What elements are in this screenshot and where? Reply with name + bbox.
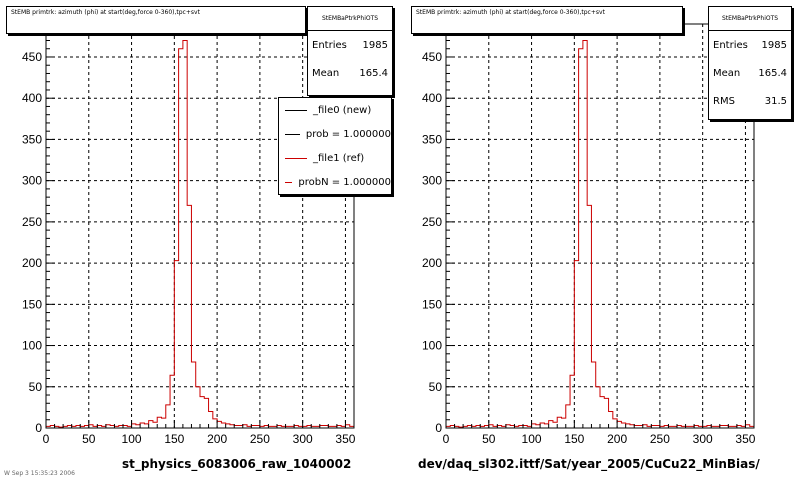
y-tick-label: 50 <box>29 380 43 394</box>
legend-entry: _file1 (ref) <box>279 146 391 170</box>
y-tick-label: 450 <box>22 50 42 64</box>
y-tick-label: 150 <box>422 297 442 311</box>
left-stats-row-entries: Entries 1985 <box>308 31 392 59</box>
legend-label: probN = 1.000000 <box>298 176 391 188</box>
x-tick-label: 0 <box>43 432 50 446</box>
x-tick-label: 150 <box>564 432 584 446</box>
left-title-text: StEMB primtrk: azimuth (phi) at start(de… <box>11 9 200 16</box>
right-histogram-plot: 0 50 100 150 200 250 300 350 0 50 100 150 200 250 300 3… <box>422 23 756 446</box>
right-title-text: StEMB primtrk: azimuth (phi) at start(de… <box>416 9 605 16</box>
x-tick-label: 200 <box>207 432 227 446</box>
left-histogram-panel: 0 50 100 150 200 250 300 350 0 50 100 150 200 250 300 3… <box>6 6 393 471</box>
x-tick-label: 100 <box>122 432 142 446</box>
stats-value: 165.4 <box>359 67 388 79</box>
left-x-axis-title: st_physics_6083006_raw_1040002 <box>122 457 352 471</box>
y-tick-label: 450 <box>422 50 442 64</box>
x-tick-label: 50 <box>482 432 496 446</box>
legend-label: prob = 1.000000 <box>305 128 391 140</box>
right-stats-row-rms: RMS 31.5 <box>709 87 791 115</box>
stats-label: Mean <box>312 67 340 79</box>
stats-value: 165.4 <box>758 67 787 79</box>
y-tick-label: 350 <box>22 132 42 146</box>
y-tick-label: 0 <box>435 421 442 435</box>
histogram-series-line <box>445 39 755 428</box>
legend-entry: _file0 (new) <box>279 98 391 122</box>
legend-swatch <box>285 109 307 111</box>
footer-timestamp: W Sep 3 15:35:23 2006 <box>4 470 75 477</box>
right-stats-row-mean: Mean 165.4 <box>709 59 791 87</box>
legend-swatch <box>285 157 307 159</box>
x-tick-label: 300 <box>293 432 313 446</box>
y-tick-label: 50 <box>429 380 443 394</box>
right-stats-row-entries: Entries 1985 <box>709 31 791 59</box>
x-tick-label: 350 <box>735 432 755 446</box>
left-stats-name: StEMBaPtrkPhiOTS <box>308 7 392 31</box>
x-tick-label: 300 <box>693 432 713 446</box>
y-tick-label: 200 <box>422 256 442 270</box>
left-histogram-plot: 0 50 100 150 200 250 300 350 0 50 100 150 200 250 300 3… <box>22 23 356 446</box>
stats-value: 1985 <box>761 39 787 51</box>
left-legend: _file0 (new) prob = 1.000000 _file1 (ref… <box>278 97 392 195</box>
x-tick-label: 50 <box>82 432 96 446</box>
histogram-series-line <box>45 39 355 428</box>
legend-swatch <box>285 133 300 135</box>
y-tick-label: 300 <box>422 174 442 188</box>
y-tick-label: 300 <box>22 174 42 188</box>
stats-value: 1985 <box>362 39 388 51</box>
right-histogram-title: StEMB primtrk: azimuth (phi) at start(de… <box>411 6 683 34</box>
x-tick-label: 0 <box>443 432 450 446</box>
x-tick-label: 200 <box>607 432 627 446</box>
left-stats-box: StEMBaPtrkPhiOTS Entries 1985 Mean 165.4 <box>307 6 393 96</box>
y-tick-label: 400 <box>22 91 42 105</box>
left-histogram-title: StEMB primtrk: azimuth (phi) at start(de… <box>6 6 306 34</box>
stats-label: Mean <box>713 67 741 79</box>
y-tick-label: 250 <box>22 215 42 229</box>
y-tick-label: 200 <box>22 256 42 270</box>
x-tick-label: 150 <box>164 432 184 446</box>
stats-label: Entries <box>312 39 347 51</box>
stats-label: Entries <box>713 39 748 51</box>
y-tick-label: 400 <box>422 91 442 105</box>
legend-label: _file1 (ref) <box>313 152 365 164</box>
stats-value: 31.5 <box>764 95 787 107</box>
x-tick-label: 350 <box>335 432 355 446</box>
y-tick-label: 100 <box>422 339 442 353</box>
right-stats-name: StEMBaPtrkPhiOTS <box>709 7 791 31</box>
y-tick-label: 250 <box>422 215 442 229</box>
x-tick-label: 250 <box>250 432 270 446</box>
y-tick-label: 100 <box>22 339 42 353</box>
x-tick-label: 100 <box>522 432 542 446</box>
legend-swatch <box>285 181 293 183</box>
legend-entry: probN = 1.000000 <box>279 170 391 194</box>
right-x-axis-title: dev/daq_sl302.ittf/Sat/year_2005/CuCu22_… <box>418 457 760 471</box>
x-tick-label: 250 <box>650 432 670 446</box>
left-stats-row-mean: Mean 165.4 <box>308 59 392 87</box>
y-tick-label: 350 <box>422 132 442 146</box>
y-tick-label: 150 <box>22 297 42 311</box>
y-tick-label: 0 <box>35 421 42 435</box>
legend-entry: prob = 1.000000 <box>279 122 391 146</box>
legend-label: _file0 (new) <box>313 104 372 116</box>
right-histogram-panel: 0 50 100 150 200 250 300 350 0 50 100 150 200 250 300 3… <box>400 0 800 480</box>
stats-label: RMS <box>713 95 735 107</box>
right-stats-box: StEMBaPtrkPhiOTS Entries 1985 Mean 165.4… <box>708 6 792 120</box>
